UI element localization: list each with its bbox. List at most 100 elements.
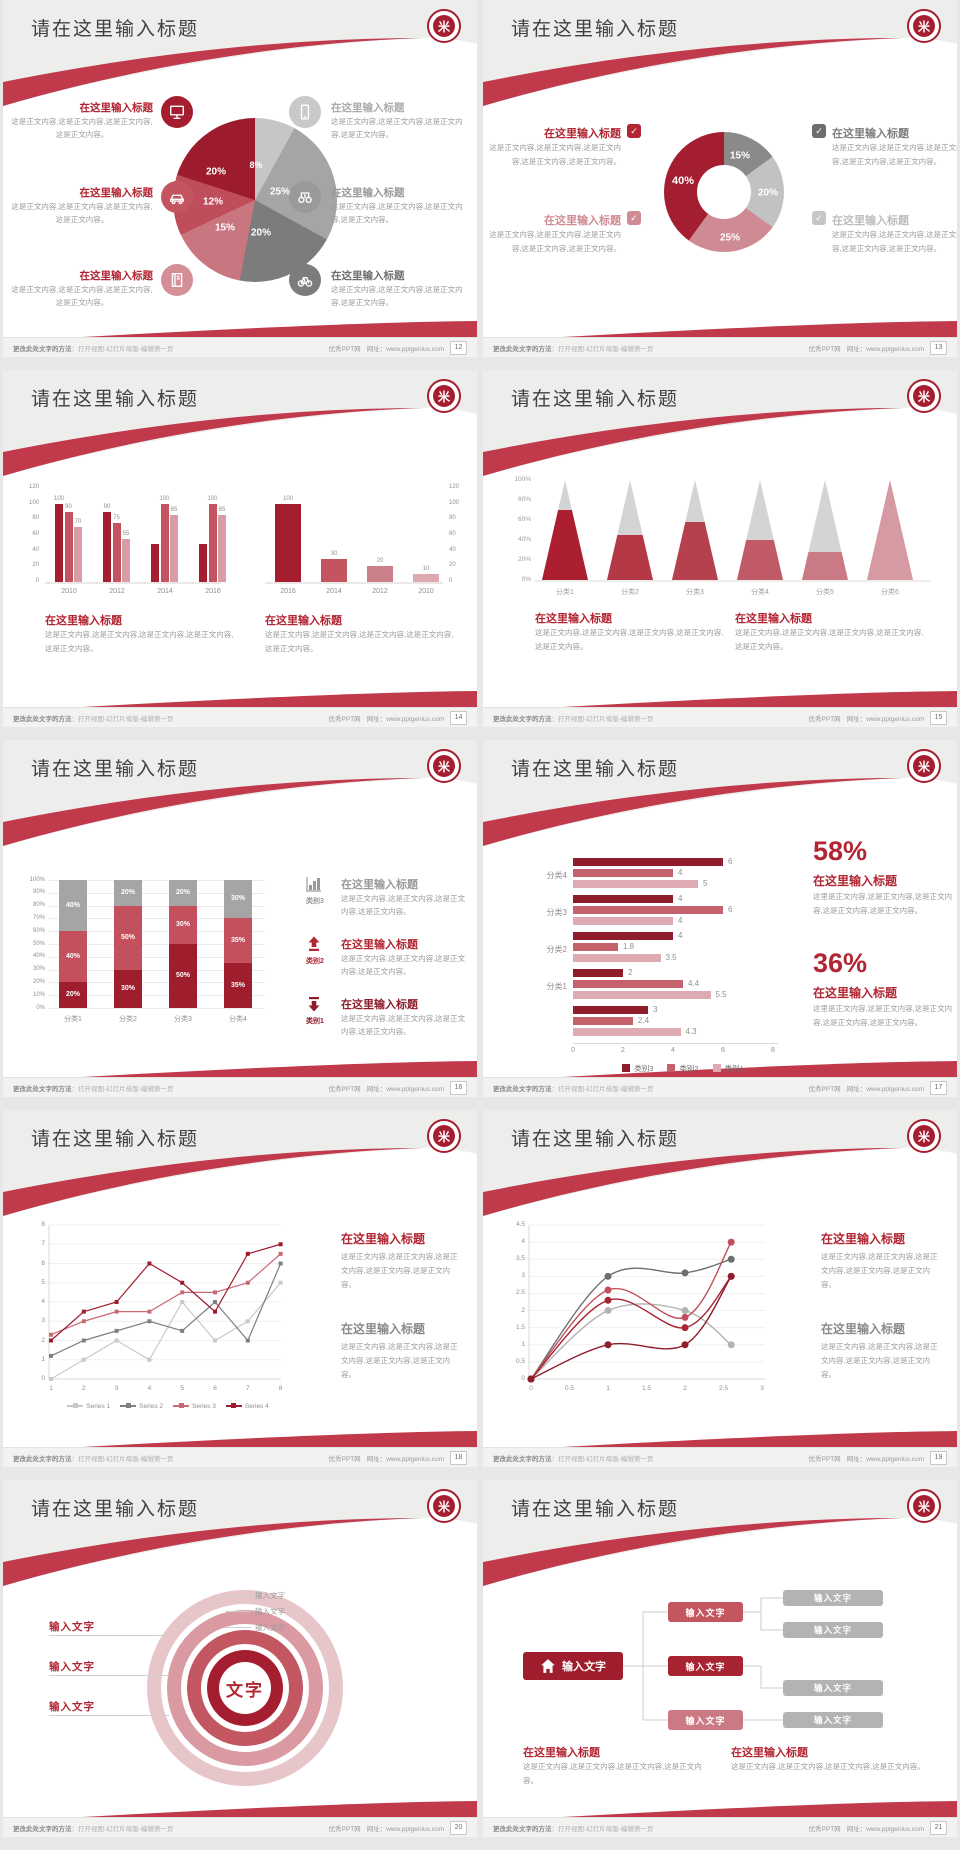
axis-tick-label: 4.5: [515, 1221, 525, 1228]
footer-right: 优秀PPT网 网址：www.pptgenius.com 13: [809, 340, 947, 355]
axis-tick-label: 3: [760, 1385, 764, 1392]
axis-tick-label: 100: [28, 499, 39, 506]
bottom-swoosh: [563, 1431, 957, 1447]
page-title: 请在这里输入标题: [31, 1499, 200, 1520]
slide-page-20[interactable]: 请在这里输入标题 米更改此处文字的方法：打开视图-幻灯片母版-编辑第一页 优秀PPT…: [3, 1480, 477, 1837]
bar: [573, 858, 723, 866]
slide-page-12[interactable]: 请在这里输入标题 米更改此处文字的方法：打开视图-幻灯片母版-编辑第一页 优秀PPT…: [3, 0, 477, 357]
bottom-swoosh: [563, 1061, 957, 1077]
stack-segment: 50%: [114, 905, 142, 970]
bottom-swoosh: [563, 1801, 957, 1817]
car-icon: [170, 194, 184, 205]
axis-tick-label: 7: [41, 1240, 45, 1248]
section-title: 在这里输入标题: [79, 187, 154, 199]
section-title: 在这里输入标题: [731, 1747, 808, 1759]
bar-value-label: 4: [678, 916, 683, 925]
category-label: 类别3: [306, 898, 324, 905]
legend-item: 类别2: [667, 1062, 699, 1074]
slide-page-19[interactable]: 请在这里输入标题 米更改此处文字的方法：打开视图-幻灯片母版-编辑第一页 优秀PPT…: [483, 1110, 957, 1467]
footer-right: 优秀PPT网 网址：www.pptgenius.com 20: [329, 1820, 467, 1835]
school-logo: 米: [907, 1119, 941, 1153]
bar-value-label: 6: [728, 857, 733, 866]
bar: [275, 503, 301, 582]
axis-tick-label: 20: [32, 562, 39, 569]
ring-center-text: 文字: [226, 1680, 264, 1700]
section-body: 这是正文内容,这是正文内容,这是正文内容,这是正文内容。: [523, 1762, 702, 1785]
bar-value-label: 4.3: [685, 1027, 697, 1036]
footer-site: 优秀PPT网: [328, 1085, 361, 1093]
arrow-up-icon: [308, 936, 320, 951]
bar-value-label: 85: [218, 507, 226, 514]
flow-box-label: 输入文字: [562, 1661, 606, 1673]
footer-url: 网址：www.pptgenius.com: [846, 1455, 924, 1463]
checkbox-icon: ✓: [627, 124, 641, 138]
category-label: 分类3: [546, 908, 567, 917]
checkbox-icon: ✓: [812, 124, 826, 138]
icon-circle: [289, 264, 321, 296]
stack-segment: 30%: [224, 880, 252, 919]
slide-content: 0 1 2 3 4 5 6 7 8 1 2 3 4 5 6 7 8 Series 1 Series 2 Series …: [3, 1110, 477, 1467]
gridline: [49, 1008, 265, 1009]
axis-tick-label: 100%: [514, 476, 531, 483]
x-axis-label: 分类4: [229, 1016, 247, 1023]
slide-page-15[interactable]: 请在这里输入标题 米更改此处文字的方法：打开视图-幻灯片母版-编辑第一页 优秀PPT…: [483, 370, 957, 727]
x-axis-label: 分类4: [751, 589, 769, 596]
section-title: 在这里输入标题: [523, 1747, 600, 1759]
section-title: 在这里输入标题: [735, 613, 812, 625]
footer-note-strong: 更改此处文字的方法: [493, 1455, 552, 1463]
axis-tick-label: 40: [449, 546, 456, 553]
header-swoosh: [483, 1110, 957, 1230]
bar: [573, 880, 698, 888]
axis-tick-label: 8: [771, 1047, 775, 1054]
footer-right: 优秀PPT网 网址：www.pptgenius.com 21: [809, 1820, 947, 1835]
section-body: 这里是正文内容,这是正文内容,这是正文内容,这是正文内容,这是正文内容。: [813, 1004, 953, 1027]
slide-page-21[interactable]: 请在这里输入标题 米更改此处文字的方法：打开视图-幻灯片母版-编辑第一页 优秀PPT…: [483, 1480, 957, 1837]
axis-tick-label: 0: [521, 1375, 525, 1382]
axis-tick-label: 6: [213, 1385, 217, 1392]
bar: [112, 523, 121, 582]
donut-label: 15%: [729, 150, 751, 162]
legend-label: Series 3: [192, 1402, 216, 1410]
bar-value-label: 4: [678, 931, 683, 940]
slide-page-13[interactable]: 请在这里输入标题 米更改此处文字的方法：打开视图-幻灯片母版-编辑第一页 优秀PPT…: [483, 0, 957, 357]
x-axis-label: 2012: [109, 588, 125, 595]
footer-note: 更改此处文字的方法：打开视图-幻灯片母版-编辑第一页: [493, 1825, 654, 1833]
bar: [74, 527, 82, 582]
footer-right: 优秀PPT网 网址：www.pptgenius.com 16: [328, 1080, 467, 1095]
axis-tick-label: 1: [41, 1355, 45, 1363]
legend-label: Series 4: [244, 1402, 269, 1410]
cone: [607, 480, 653, 580]
axis-tick-label: 40: [32, 546, 39, 553]
section-title: 在这里输入标题: [79, 102, 154, 114]
section-body: 这是正文内容,这是正文内容,这是正文内容,这是正文内容,这是正文内容。: [45, 630, 234, 653]
panel-icon-wrap: [306, 996, 324, 1014]
header-swoosh: [483, 1480, 957, 1600]
section-title: 在这里输入标题: [813, 986, 898, 1000]
axis-tick-label: 70%: [32, 914, 45, 921]
category-label: 分类4: [546, 871, 567, 880]
header-swoosh: [3, 0, 477, 120]
axis-tick-label: 100%: [29, 876, 45, 883]
slide-page-16[interactable]: 请在这里输入标题 米更改此处文字的方法：打开视图-幻灯片母版-编辑第一页 优秀PPT…: [3, 740, 477, 1097]
page-title: 请在这里输入标题: [511, 389, 680, 410]
segment-label: 50%: [120, 933, 135, 941]
footer-site: 优秀PPT网: [808, 715, 841, 723]
slide-page-18[interactable]: 请在这里输入标题 米更改此处文字的方法：打开视图-幻灯片母版-编辑第一页 优秀PPT…: [3, 1110, 477, 1467]
bar-value-label: 20: [376, 558, 384, 565]
ring-leader-line: [225, 1595, 251, 1596]
section-body: 这是正文内容,这是正文内容,这是正文内容,这是正文内容。: [11, 285, 153, 308]
bottom-swoosh: [83, 691, 477, 707]
school-logo-emblem: 米: [913, 385, 935, 407]
footer-url: 网址：www.pptgenius.com: [846, 1825, 924, 1833]
section-title: 在这里输入标题: [535, 613, 612, 625]
ring-leader-line: [49, 1635, 169, 1636]
slide-page-17[interactable]: 请在这里输入标题 米更改此处文字的方法：打开视图-幻灯片母版-编辑第一页 优秀PPT…: [483, 740, 957, 1097]
axis-tick-label: 0: [41, 1375, 45, 1382]
bar: [160, 503, 169, 582]
segment-label: 30%: [230, 895, 245, 903]
section-title: 在这里输入标题: [821, 1232, 906, 1246]
slide-page-14[interactable]: 请在这里输入标题 米更改此处文字的方法：打开视图-幻灯片母版-编辑第一页 优秀PPT…: [3, 370, 477, 727]
axis-tick-label: 40%: [517, 536, 531, 543]
section-title: 在这里输入标题: [331, 187, 405, 199]
axis-tick-label: 0%: [521, 576, 531, 583]
